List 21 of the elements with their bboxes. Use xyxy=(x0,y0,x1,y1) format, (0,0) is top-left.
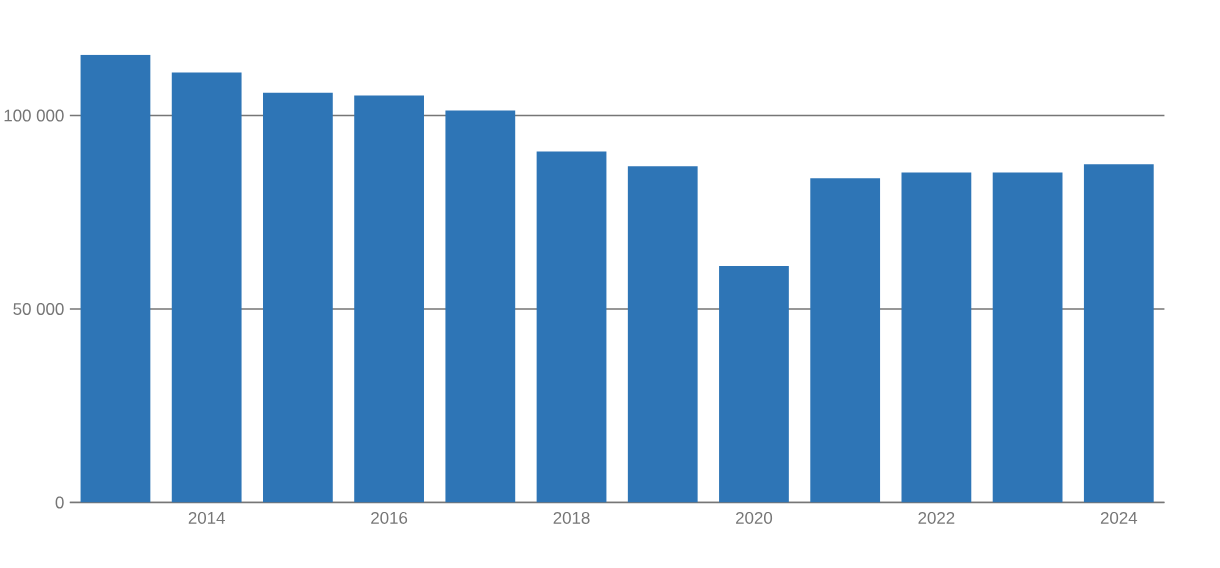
x-tick-label: 2014 xyxy=(188,511,225,524)
bar xyxy=(719,265,789,503)
bar xyxy=(627,166,698,503)
x-tick-label: 2022 xyxy=(918,511,955,524)
bar xyxy=(536,151,607,503)
bar xyxy=(901,172,972,503)
y-tick-label: 50 000 xyxy=(13,302,64,315)
x-tick-label: 2016 xyxy=(371,511,408,524)
bar xyxy=(1083,164,1154,503)
bar xyxy=(263,92,333,503)
bar xyxy=(80,54,151,503)
y-tick-label: 0 xyxy=(55,496,64,509)
x-tick-label: 2018 xyxy=(553,511,590,524)
bar xyxy=(171,72,242,503)
bar xyxy=(445,110,516,503)
x-tick-label: 2024 xyxy=(1100,511,1138,524)
x-tick-label: 2020 xyxy=(736,511,773,524)
bar xyxy=(992,172,1063,503)
y-tick-label: 100 000 xyxy=(4,109,64,122)
bar xyxy=(810,178,881,503)
bar xyxy=(354,95,424,503)
